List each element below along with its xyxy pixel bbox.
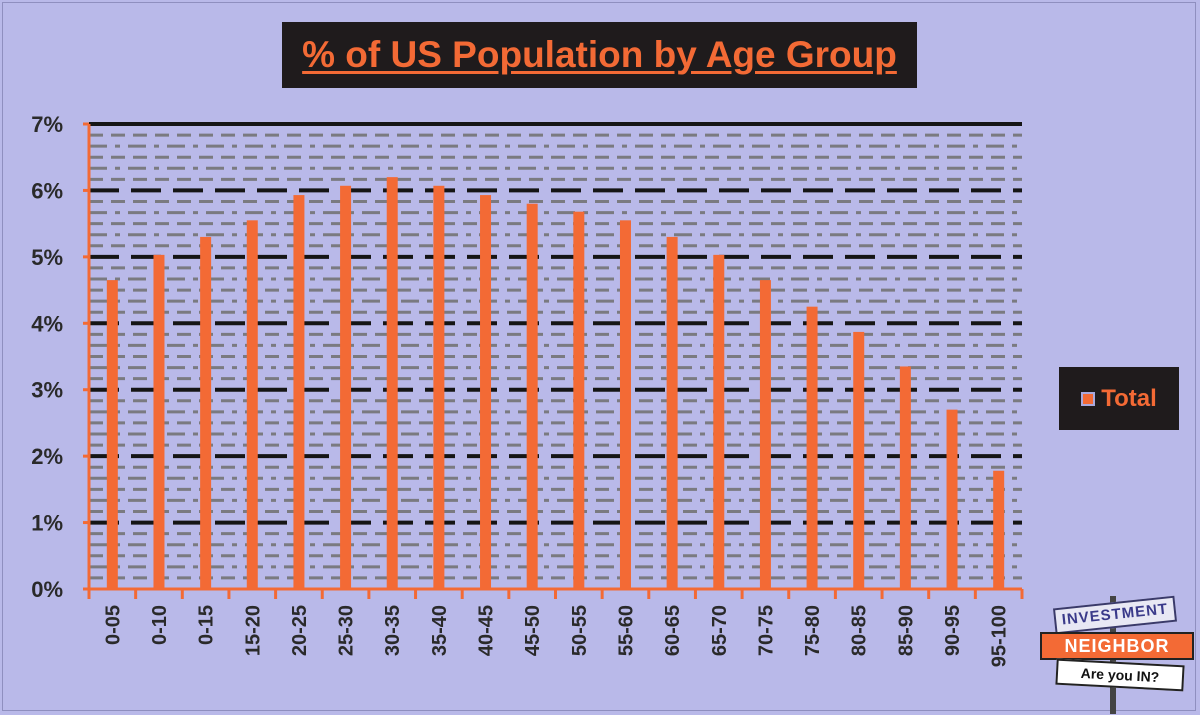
bar-0-10 <box>153 254 165 589</box>
x-tick-label: 0-15 <box>196 605 218 645</box>
bar-40-45 <box>480 195 492 590</box>
x-tick-label: 30-35 <box>382 605 404 656</box>
bar-55-60 <box>619 220 631 590</box>
x-tick-label: 40-45 <box>476 605 498 656</box>
x-tick-labels: 0-05 0-10 0-15 15-20 20-25 25-30 30-35 35-40 40-… <box>102 605 1010 667</box>
bar-75-80 <box>806 306 818 589</box>
bar-0-05 <box>106 280 118 589</box>
bar-85-90 <box>899 366 911 589</box>
bar-35-40 <box>433 185 445 589</box>
y-tick-label: 4% <box>31 311 63 336</box>
x-tick-label: 20-25 <box>289 605 311 656</box>
x-tick-label: 75-80 <box>802 605 824 656</box>
x-tick-label: 0-05 <box>102 605 124 645</box>
x-tick-label: 0-10 <box>149 605 171 645</box>
legend: Total <box>1059 367 1179 430</box>
x-tick-label: 60-65 <box>662 605 684 656</box>
x-tick-label: 65-70 <box>709 605 731 656</box>
y-tick-label: 3% <box>31 378 63 403</box>
bar-50-55 <box>573 211 585 589</box>
bar-60-65 <box>666 236 678 589</box>
x-tick-label: 80-85 <box>849 605 871 656</box>
y-tick-label: 1% <box>31 511 63 536</box>
legend-swatch <box>1081 391 1096 406</box>
x-tick-label: 70-75 <box>755 605 777 656</box>
chart-title: % of US Population by Age Group <box>302 34 897 75</box>
logo-sign-neighbor: NEIGHBOR <box>1040 632 1194 660</box>
bar-20-25 <box>293 195 305 590</box>
bar-70-75 <box>759 280 771 589</box>
bar-25-30 <box>340 185 352 589</box>
legend-label-total: Total <box>1101 384 1157 412</box>
x-tick-label: 90-95 <box>942 605 964 656</box>
x-tick-label: 25-30 <box>336 605 358 656</box>
y-tick-label: 0% <box>31 577 63 602</box>
investment-neighbor-logo: INVESTMENT NEIGHBOR Are you IN? <box>1038 595 1198 714</box>
x-tick-label: 95-100 <box>989 605 1011 667</box>
y-tick-label: 7% <box>31 112 63 137</box>
bar-95-100 <box>993 470 1005 589</box>
bar-65-70 <box>713 254 725 589</box>
chart-title-box: % of US Population by Age Group <box>282 22 917 88</box>
bar-15-20 <box>246 220 258 590</box>
bars <box>106 177 1005 590</box>
x-tick-label: 55-60 <box>615 605 637 656</box>
grid-lines <box>89 122 1022 580</box>
axes <box>83 122 1024 599</box>
bar-0-15 <box>200 236 212 589</box>
logo-sign-are-you-in: Are you IN? <box>1055 658 1185 692</box>
y-tick-label: 5% <box>31 245 63 270</box>
bar-90-95 <box>946 409 958 589</box>
y-tick-labels: 0% 1% 2% 3% 4% 5% 6% 7% <box>31 112 63 602</box>
x-tick-label: 85-90 <box>895 605 917 656</box>
bar-80-85 <box>853 331 865 589</box>
y-tick-label: 2% <box>31 444 63 469</box>
y-tick-label: 6% <box>31 178 63 203</box>
x-tick-label: 45-50 <box>522 605 544 656</box>
x-tick-label: 35-40 <box>429 605 451 656</box>
bar-45-50 <box>526 203 538 589</box>
bar-30-35 <box>386 177 398 589</box>
x-tick-label: 50-55 <box>569 605 591 656</box>
x-tick-label: 15-20 <box>242 605 264 656</box>
